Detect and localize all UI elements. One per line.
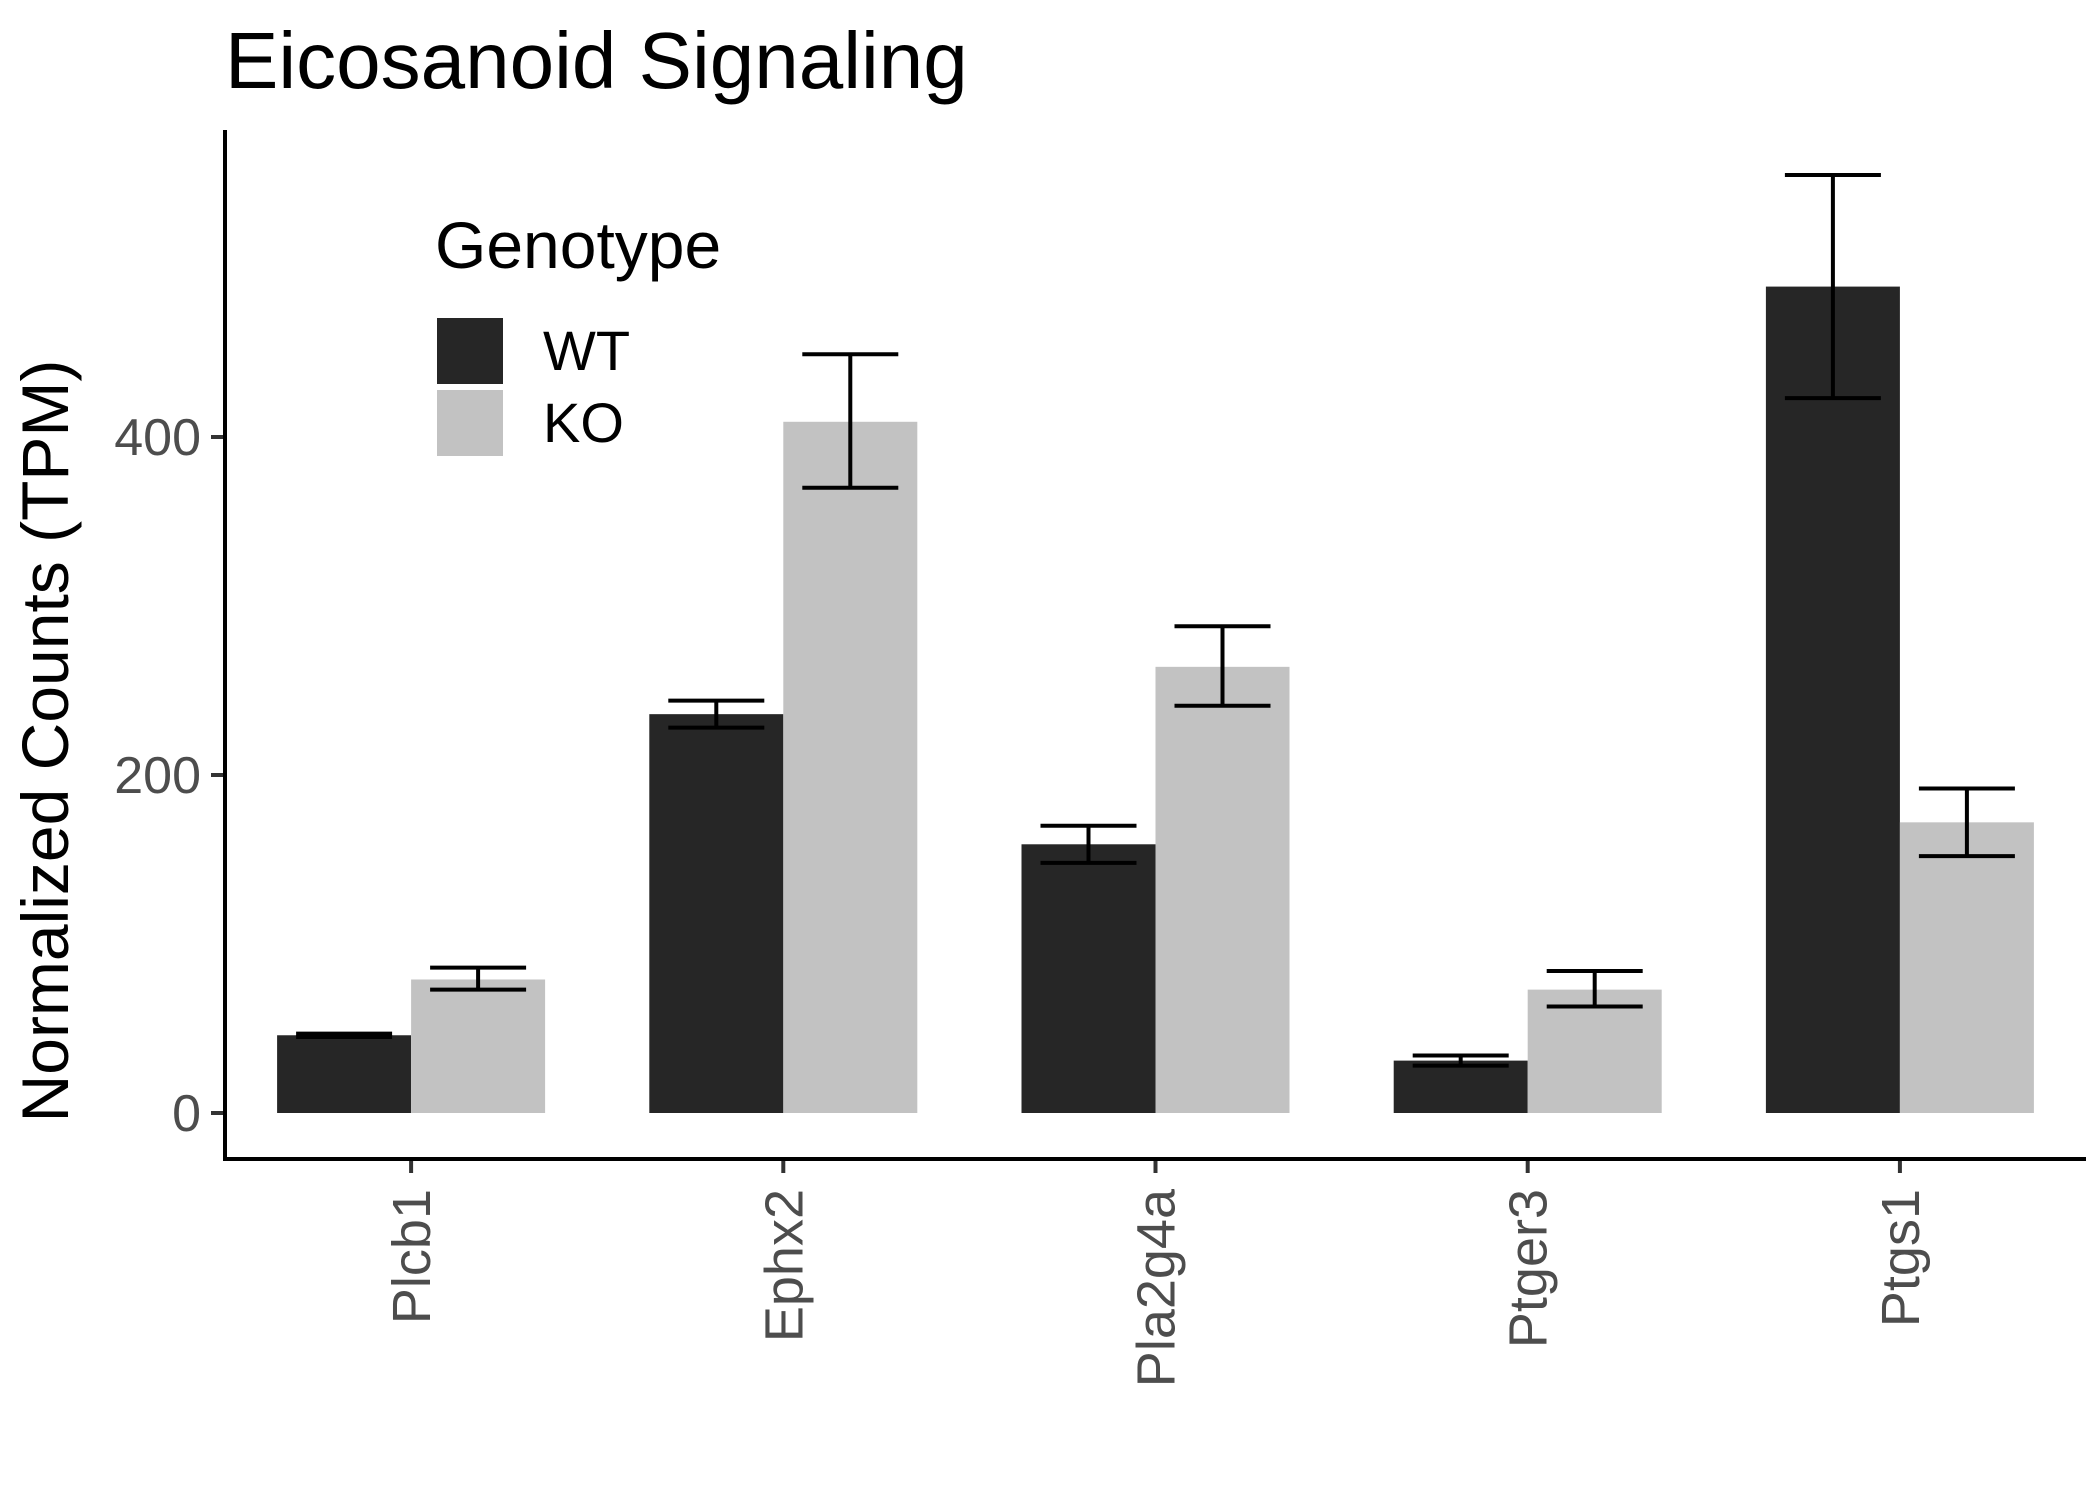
bar-ko-ephx2 <box>783 421 918 1113</box>
error-bar-ko-ephx2 <box>802 352 899 490</box>
bar-wt-plcb1 <box>277 1035 412 1113</box>
bar-wt-ptgs1 <box>1765 286 1900 1114</box>
legend-label-wt: WT <box>543 319 630 382</box>
bar-ko-pla2g4a <box>1155 666 1290 1113</box>
error-bar-wt-ephx2 <box>668 698 765 730</box>
y-tick-label: 400 <box>114 409 201 467</box>
bar-ko-ptger3 <box>1527 989 1662 1113</box>
error-bar-ko-pla2g4a <box>1174 624 1271 708</box>
bar-ko-ptgs1 <box>1899 822 2034 1113</box>
legend: Genotype WT KO <box>435 208 721 456</box>
error-bar-wt-plcb1 <box>296 1031 393 1039</box>
x-tick-label: Plcb1 <box>382 1189 442 1324</box>
x-tick-label: Pla2g4a <box>1127 1188 1187 1387</box>
x-tick-label: Ephx2 <box>754 1189 814 1342</box>
bar-wt-ephx2 <box>649 714 784 1113</box>
bar-wt-ptger3 <box>1393 1060 1528 1113</box>
y-axis-label: Normalized Counts (TPM) <box>8 360 82 1123</box>
plot-area: Plcb1 Ephx2 Pla2g4a Ptger3 Ptgs1 0 200 400 <box>114 130 2086 1387</box>
error-bar-ko-ptgs1 <box>1918 786 2015 859</box>
error-bar-ko-ptger3 <box>1546 969 1643 1009</box>
error-bar-ko-plcb1 <box>430 965 527 992</box>
y-tick-label: 200 <box>114 747 201 805</box>
legend-label-ko: KO <box>543 391 624 454</box>
legend-key-ko <box>437 390 503 456</box>
bar-ko-plcb1 <box>411 979 546 1113</box>
bar-wt-pla2g4a <box>1021 844 1156 1113</box>
chart-title: Eicosanoid Signaling <box>225 16 968 105</box>
y-tick-label: 0 <box>172 1085 201 1143</box>
error-bar-wt-ptger3 <box>1412 1053 1509 1068</box>
error-bar-wt-ptgs1 <box>1784 173 1881 401</box>
legend-title: Genotype <box>435 208 721 282</box>
legend-key-wt <box>437 318 503 384</box>
x-tick-label: Ptgs1 <box>1871 1189 1931 1327</box>
error-bar-wt-pla2g4a <box>1040 823 1137 865</box>
x-tick-label: Ptger3 <box>1499 1189 1559 1348</box>
